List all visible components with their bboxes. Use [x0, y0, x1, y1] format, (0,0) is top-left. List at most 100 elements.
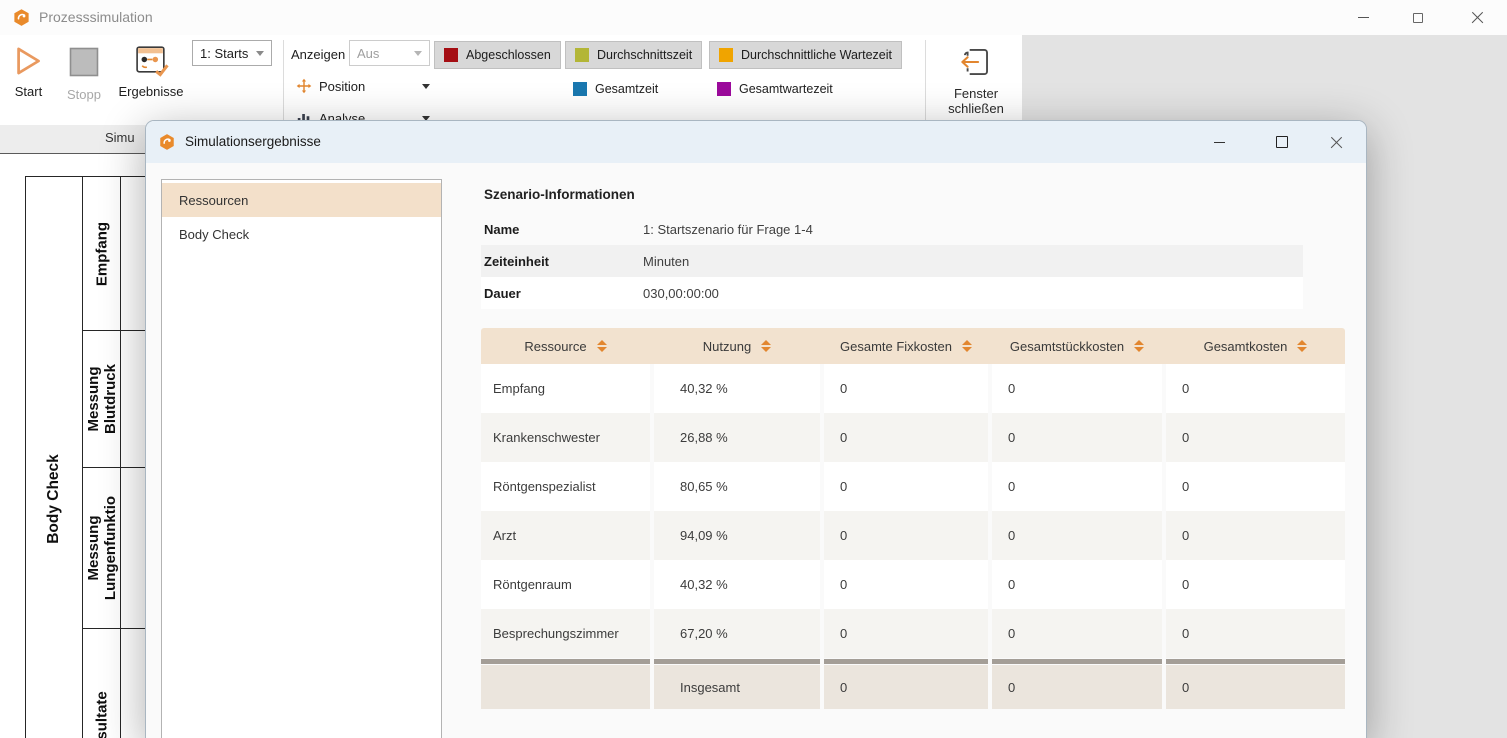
dialog-sidebar: Ressourcen Body Check: [161, 179, 442, 738]
ergebnisse-button[interactable]: Ergebnisse: [116, 40, 186, 99]
legend-abgeschlossen-toggle[interactable]: Abgeschlossen: [434, 41, 561, 69]
gesamtwartezeit-color-swatch: [717, 82, 731, 96]
sort-icon[interactable]: [761, 340, 772, 352]
pool-label: Body Check: [45, 453, 63, 544]
close-icon: [1471, 11, 1484, 24]
scenario-dropdown-value: 1: Starts: [200, 45, 249, 61]
sidebar-item-ressourcen[interactable]: Ressourcen: [162, 183, 441, 217]
move-icon: [296, 78, 312, 94]
anzeigen-dropdown-value: Aus: [357, 45, 380, 61]
scenario-row-name: Name 1: Startszenario für Frage 1-4: [484, 221, 813, 237]
position-menu[interactable]: Position: [296, 78, 430, 94]
sort-icon[interactable]: [596, 340, 607, 352]
maximize-icon: [1276, 136, 1288, 148]
sort-icon[interactable]: [1297, 340, 1308, 352]
table-row: Empfang 40,32 % 0 0 0: [481, 364, 1345, 413]
table-footer-separator: [481, 659, 1345, 664]
window-maximize-button[interactable]: [1395, 0, 1441, 35]
fenster-schliessen-button[interactable]: Fenster schließen: [934, 41, 1018, 116]
durchschnittliche-wartezeit-label: Durchschnittliche Wartezeit: [741, 48, 892, 62]
pool-header: Body Check: [26, 177, 83, 738]
lane-label: Messung: [84, 366, 102, 432]
scenario-row-dauer: Dauer 030,00:00:00: [481, 277, 1303, 309]
tab-simulation[interactable]: Simu: [105, 130, 135, 145]
window-minimize-button[interactable]: [1340, 0, 1386, 35]
start-button[interactable]: Start: [6, 40, 51, 99]
legend-durchschnittszeit-toggle[interactable]: Durchschnittszeit: [565, 41, 703, 69]
stopp-button[interactable]: Stopp: [62, 40, 106, 102]
anzeigen-label: Anzeigen: [291, 47, 346, 62]
legend-gesamtwartezeit-toggle[interactable]: Gesamtwartezeit: [717, 77, 833, 101]
gesamtzeit-color-swatch: [573, 82, 587, 96]
lane-resultate: Resultate: [83, 629, 120, 738]
app-title: Prozesssimulation: [39, 9, 153, 25]
window-close-button[interactable]: [1454, 0, 1500, 35]
table-footer-row: Insgesamt 0 0 0: [481, 665, 1345, 709]
table-row: Besprechungszimmer 67,20 % 0 0 0: [481, 609, 1345, 658]
maximize-icon: [1413, 12, 1423, 23]
gesamtwartezeit-label: Gesamtwartezeit: [739, 82, 833, 96]
chevron-down-icon: [422, 115, 430, 121]
position-label: Position: [319, 78, 366, 94]
simulationsergebnisse-dialog: Simulationsergebnisse Ressourcen Body Ch…: [145, 120, 1367, 738]
table-row: Krankenschwester 26,88 % 0 0 0: [481, 413, 1345, 462]
close-icon: [1330, 136, 1343, 149]
chevron-down-icon: [256, 50, 264, 56]
durchschnittszeit-label: Durchschnittszeit: [597, 48, 693, 62]
toolbar-ribbon: Start Stopp Ergebnisse 1: Starts Anzeige…: [0, 35, 1022, 126]
chevron-down-icon: [414, 50, 422, 56]
column-header-gesamtkosten[interactable]: Gesamtkosten: [1166, 328, 1345, 364]
legend-gesamtzeit-toggle[interactable]: Gesamtzeit: [573, 77, 658, 101]
fenster-label-line1: Fenster: [953, 86, 999, 101]
resources-table: Ressource Nutzung Gesamte Fixkosten Gesa…: [481, 328, 1345, 709]
scenario-row-zeiteinheit: Zeiteinheit Minuten: [481, 245, 1303, 277]
table-header: Ressource Nutzung Gesamte Fixkosten Gesa…: [481, 328, 1345, 364]
column-header-gesamtstueckkosten[interactable]: Gesamtstückkosten: [992, 328, 1162, 364]
stopp-label: Stopp: [67, 87, 101, 102]
lane-empfang: Empfang: [83, 177, 120, 331]
table-row: Arzt 94,09 % 0 0 0: [481, 511, 1345, 560]
ergebnisse-label: Ergebnisse: [118, 84, 184, 99]
durchschnittszeit-color-swatch: [575, 48, 589, 62]
app-logo-icon: [12, 8, 31, 27]
play-icon: [6, 40, 51, 82]
lane-messung-blutdruck: Messung Blutdruck: [83, 331, 120, 468]
close-window-icon: [955, 41, 997, 83]
fenster-label-line2: schließen: [948, 101, 1004, 116]
dialog-close-button[interactable]: [1313, 121, 1359, 163]
dialog-minimize-button[interactable]: [1196, 121, 1242, 163]
minimize-icon: [1357, 17, 1369, 18]
scenario-dropdown[interactable]: 1: Starts: [192, 40, 272, 66]
chevron-down-icon: [422, 83, 430, 89]
start-label: Start: [14, 84, 43, 99]
abgeschlossen-color-swatch: [444, 48, 458, 62]
dialog-maximize-button[interactable]: [1259, 121, 1305, 163]
sort-icon[interactable]: [962, 340, 972, 352]
sort-icon[interactable]: [1134, 340, 1145, 352]
table-row: Röntgenraum 40,32 % 0 0 0: [481, 560, 1345, 609]
scenario-heading: Szenario-Informationen: [484, 187, 635, 202]
lane-label: Empfang: [92, 221, 110, 286]
footer-insgesamt-label: Insgesamt: [654, 665, 820, 709]
dialog-titlebar[interactable]: Simulationsergebnisse: [146, 121, 1366, 163]
stop-icon: [69, 47, 99, 77]
dialog-logo-icon: [158, 133, 176, 151]
column-header-nutzung[interactable]: Nutzung: [654, 328, 820, 364]
gesamtzeit-label: Gesamtzeit: [595, 82, 659, 96]
durchschnittliche-wartezeit-color-swatch: [719, 48, 733, 62]
lane-label: Messung: [84, 515, 102, 581]
lane-messung-lungenfunktion: Messung Lungenfunktio: [83, 468, 120, 629]
app-titlebar: Prozesssimulation: [0, 0, 1507, 35]
column-header-gesamte-fixkosten[interactable]: Gesamte Fixkosten: [824, 328, 988, 364]
dialog-title: Simulationsergebnisse: [185, 134, 321, 149]
results-icon: [133, 42, 170, 79]
lane-label: Resultate: [92, 690, 110, 738]
anzeigen-dropdown[interactable]: Aus: [349, 40, 430, 66]
sidebar-item-body-check[interactable]: Body Check: [179, 226, 250, 242]
minimize-icon: [1213, 141, 1225, 143]
table-row: Röntgenspezialist 80,65 % 0 0 0: [481, 462, 1345, 511]
column-header-ressource[interactable]: Ressource: [481, 328, 650, 364]
dialog-main: Szenario-Informationen Name 1: Startszen…: [481, 179, 1349, 738]
abgeschlossen-label: Abgeschlossen: [466, 48, 551, 62]
legend-durchschnittliche-wartezeit-toggle[interactable]: Durchschnittliche Wartezeit: [709, 41, 902, 69]
